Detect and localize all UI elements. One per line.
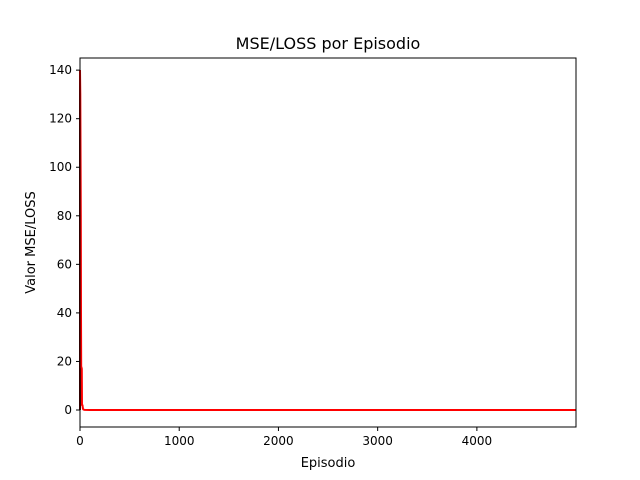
y-tick-label: 20 (57, 354, 72, 368)
plot-area (80, 58, 576, 427)
x-tick-label: 4000 (462, 434, 493, 448)
x-tick-label: 3000 (362, 434, 393, 448)
y-tick-label: 80 (57, 209, 72, 223)
y-tick-label: 60 (57, 257, 72, 271)
series-line-0 (79, 70, 576, 411)
y-tick-label: 100 (49, 160, 72, 174)
x-tick-label: 0 (76, 434, 84, 448)
y-tick-label: 120 (49, 112, 72, 126)
y-tick-label: 140 (49, 63, 72, 77)
y-axis-label: Valor MSE/LOSS (24, 191, 39, 293)
y-tick-label: 40 (57, 306, 72, 320)
chart-title: MSE/LOSS por Episodio (236, 34, 421, 53)
y-axis-ticks: 0 20 40 60 80 100 120 140 (49, 63, 80, 417)
x-axis-ticks: 0 1000 2000 3000 4000 (76, 427, 492, 448)
x-tick-label: 2000 (263, 434, 294, 448)
y-tick-label: 0 (64, 403, 72, 417)
x-axis-label: Episodio (301, 456, 356, 471)
x-tick-label: 1000 (164, 434, 195, 448)
plot-frame (79, 57, 577, 428)
